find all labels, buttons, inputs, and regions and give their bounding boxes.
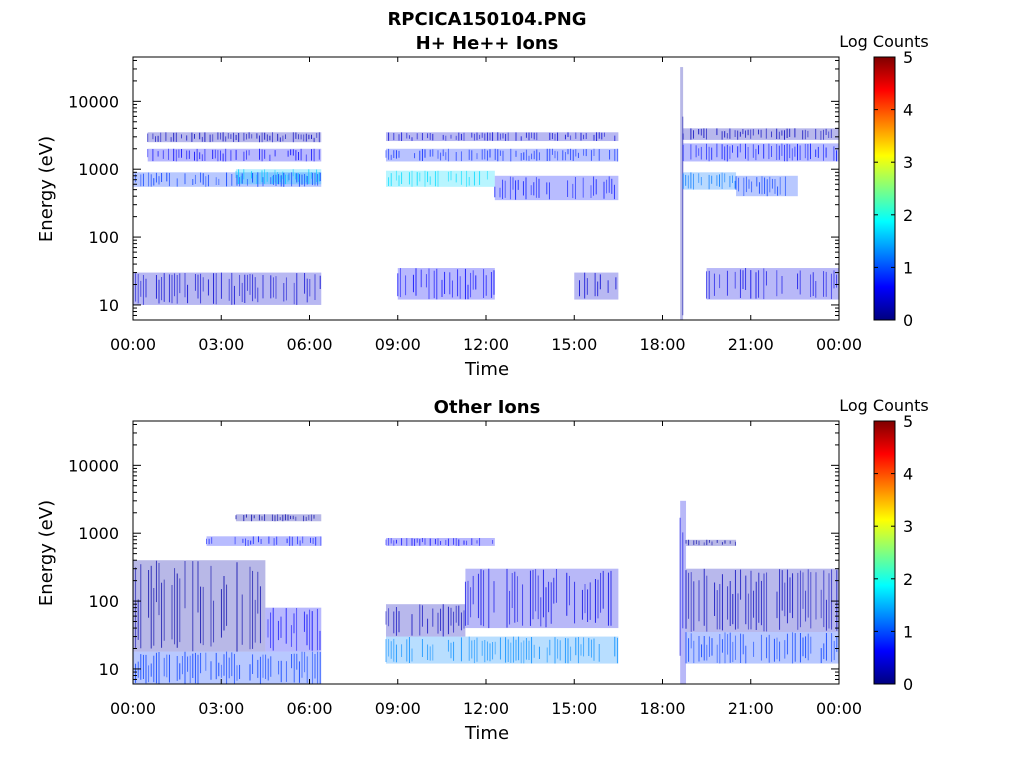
plot-area bbox=[133, 421, 839, 684]
panel-other-ions: Other Ions 00:00 03:00 06:00 09:00 12:00 15:0… bbox=[36, 396, 929, 744]
colorbar-tick-label: 0 bbox=[903, 675, 913, 694]
spectrogram-streaks bbox=[132, 514, 838, 684]
spectrogram-band bbox=[147, 132, 322, 143]
colorbar-tick-label: 3 bbox=[903, 153, 913, 172]
colorbar-gradient bbox=[873, 420, 896, 685]
spectrogram-band bbox=[133, 651, 322, 684]
y-tick-label: 100 bbox=[88, 228, 119, 247]
colorbar: 0 1 2 3 4 5 bbox=[873, 48, 913, 330]
spectrogram-band bbox=[133, 560, 266, 652]
colorbar-label: Log Counts bbox=[839, 396, 929, 415]
x-tick-label: 12:00 bbox=[463, 335, 509, 354]
spectrogram-band bbox=[265, 607, 322, 652]
colorbar-tick-label: 1 bbox=[903, 622, 913, 641]
x-tick-label: 09:00 bbox=[375, 699, 421, 718]
colorbar-tick-label: 4 bbox=[903, 465, 913, 484]
x-tick-label: 00:00 bbox=[816, 699, 862, 718]
y-tick-label: 1000 bbox=[78, 524, 119, 543]
colorbar-tick-label: 4 bbox=[903, 101, 913, 120]
y-tick-label: 10 bbox=[99, 660, 119, 679]
spectrogram-band bbox=[465, 568, 619, 629]
spectrogram-band bbox=[235, 514, 322, 522]
y-tick-label: 10000 bbox=[68, 92, 119, 111]
colorbar-tick-label: 2 bbox=[903, 206, 913, 225]
panel-title: H+ He++ Ions bbox=[416, 33, 559, 54]
spectrogram-streaks bbox=[132, 116, 838, 316]
x-tick-label: 09:00 bbox=[375, 335, 421, 354]
x-tick-label: 12:00 bbox=[463, 699, 509, 718]
x-axis-label: Time bbox=[464, 359, 509, 380]
x-tick-label: 00:00 bbox=[110, 335, 156, 354]
spectrogram-band bbox=[385, 636, 619, 664]
x-tick-label: 21:00 bbox=[728, 335, 774, 354]
spectrogram-band bbox=[686, 539, 737, 546]
x-tick-label: 06:00 bbox=[286, 335, 332, 354]
spectrogram-band bbox=[385, 132, 619, 142]
x-axis: 00:00 03:00 06:00 09:00 12:00 15:00 18:00 21:00… bbox=[110, 421, 862, 718]
x-tick-label: 00:00 bbox=[816, 335, 862, 354]
x-tick-label: 00:00 bbox=[110, 699, 156, 718]
x-tick-label: 06:00 bbox=[286, 699, 332, 718]
x-tick-label: 15:00 bbox=[551, 335, 597, 354]
x-tick-label: 03:00 bbox=[198, 699, 244, 718]
spectrogram-band bbox=[686, 632, 839, 664]
spectrogram-band bbox=[680, 67, 684, 321]
spectrogram-band bbox=[397, 268, 495, 300]
y-axis-label: Energy (eV) bbox=[36, 500, 57, 606]
spectrogram-band bbox=[683, 172, 737, 190]
colorbar-tick-label: 2 bbox=[903, 570, 913, 589]
colorbar-tick-label: 0 bbox=[903, 311, 913, 330]
y-tick-label: 10 bbox=[99, 296, 119, 315]
spectrogram-band bbox=[385, 170, 495, 187]
y-axis: 10 100 1000 10000 bbox=[68, 59, 839, 321]
x-tick-label: 21:00 bbox=[728, 699, 774, 718]
colorbar-tick-label: 1 bbox=[903, 258, 913, 277]
x-axis-label: Time bbox=[464, 723, 509, 744]
y-axis-label: Energy (eV) bbox=[36, 136, 57, 242]
y-tick-label: 1000 bbox=[78, 160, 119, 179]
panel-h-he-ions: H+ He++ Ions 00:00 03:00 06:00 09:00 12:00 15… bbox=[36, 32, 929, 380]
panel-title: Other Ions bbox=[434, 397, 541, 418]
spectrogram-band bbox=[385, 148, 619, 162]
y-axis: 10 100 1000 10000 bbox=[68, 423, 839, 685]
spectrogram-band bbox=[133, 172, 322, 187]
colorbar: 0 1 2 3 4 5 bbox=[873, 412, 913, 694]
spectrogram-band bbox=[574, 272, 619, 300]
y-tick-label: 100 bbox=[88, 592, 119, 611]
spectrogram-band bbox=[706, 268, 839, 300]
x-tick-label: 15:00 bbox=[551, 699, 597, 718]
colorbar-tick-label: 5 bbox=[903, 48, 913, 67]
figure-title: RPCICA150104.PNG bbox=[387, 9, 586, 30]
colorbar-tick-label: 3 bbox=[903, 517, 913, 536]
spectrogram-band bbox=[206, 536, 322, 546]
x-tick-label: 18:00 bbox=[639, 335, 685, 354]
colorbar-tick-label: 5 bbox=[903, 412, 913, 431]
x-tick-label: 03:00 bbox=[198, 335, 244, 354]
colorbar-label: Log Counts bbox=[839, 32, 929, 51]
spectrogram-band bbox=[147, 148, 322, 162]
x-tick-label: 18:00 bbox=[639, 699, 685, 718]
y-tick-label: 10000 bbox=[68, 456, 119, 475]
x-axis: 00:00 03:00 06:00 09:00 12:00 15:00 18:00 21:00… bbox=[110, 57, 862, 354]
spectrogram-band bbox=[686, 568, 839, 633]
colorbar-gradient bbox=[873, 56, 896, 321]
